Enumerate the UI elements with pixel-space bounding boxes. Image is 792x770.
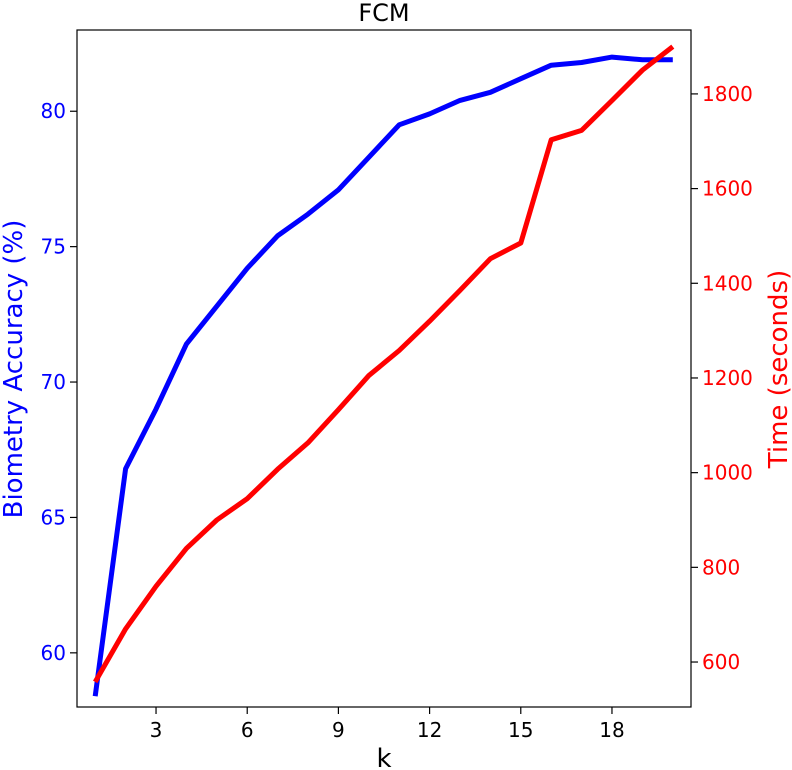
left-y-axis-ticks: 60 65 70 75 80 (41, 99, 77, 665)
x-axis-label: k (376, 744, 391, 770)
right-y-tick-label: 800 (702, 555, 740, 579)
x-tick-label: 3 (150, 718, 163, 742)
left-y-tick-label: 75 (41, 235, 66, 259)
x-tick-label: 15 (508, 718, 533, 742)
x-tick-label: 9 (332, 718, 345, 742)
right-y-tick-label: 600 (702, 650, 740, 674)
right-y-tick-label: 1200 (702, 366, 753, 390)
accuracy-series-line (92, 54, 673, 697)
series-lines (92, 44, 675, 697)
right-y-tick-label: 1400 (702, 271, 753, 295)
right-y-axis-ticks: 600 800 1000 1200 1400 1600 1800 (691, 82, 753, 674)
right-y-axis-label: Time (seconds) (764, 270, 792, 469)
left-y-tick-label: 65 (41, 505, 66, 529)
left-y-tick-label: 70 (41, 370, 66, 394)
left-y-axis-label: Biometry Accuracy (%) (0, 220, 29, 519)
right-y-tick-label: 1800 (702, 82, 753, 106)
left-y-tick-label: 60 (41, 641, 66, 665)
right-y-tick-label: 1600 (702, 177, 753, 201)
right-y-tick-label: 1000 (702, 461, 753, 485)
time-series-line (93, 44, 675, 684)
chart-title: FCM (358, 0, 409, 27)
x-tick-label: 6 (241, 718, 254, 742)
left-y-tick-label: 80 (41, 99, 66, 123)
x-tick-label: 18 (599, 718, 624, 742)
x-axis-ticks: 3 6 9 12 15 18 (150, 707, 625, 742)
plot-frame (76, 29, 692, 708)
x-tick-label: 12 (417, 718, 442, 742)
